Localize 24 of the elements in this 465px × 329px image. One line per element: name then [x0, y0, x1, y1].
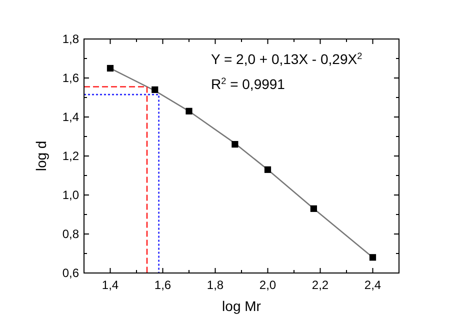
y-tick-label: 0,6 [62, 266, 80, 280]
x-tick-label: 2,0 [259, 278, 276, 292]
x-tick-label: 1,4 [102, 278, 119, 292]
x-axis-title: log Mr [222, 298, 262, 314]
y-axis-title: log d [33, 140, 49, 172]
y-tick-label: 1,0 [62, 188, 80, 202]
annotation: R$^{2}$ = 0,9991 [211, 76, 286, 92]
x-tick-label: 1,6 [154, 278, 172, 292]
point [152, 86, 158, 93]
y-tick-label: 1,4 [62, 110, 80, 124]
y-tick-label: 0,8 [62, 227, 80, 241]
y-tick-label: 1,8 [62, 32, 80, 46]
point [264, 166, 272, 173]
point [106, 64, 114, 72]
point [186, 108, 192, 114]
point [310, 205, 317, 212]
point [369, 254, 376, 261]
annotation: Y = 2,0 + 0,13X - 0,29X$^{2}$ [211, 51, 362, 67]
y-tick-label: 1,2 [62, 149, 80, 163]
x-tick-label: 2,2 [312, 278, 329, 292]
x-tick-label: 1,8 [206, 278, 224, 292]
x-tick-label: 2,4 [364, 278, 382, 292]
point [232, 141, 238, 148]
y-tick-label: 1,6 [62, 71, 80, 85]
